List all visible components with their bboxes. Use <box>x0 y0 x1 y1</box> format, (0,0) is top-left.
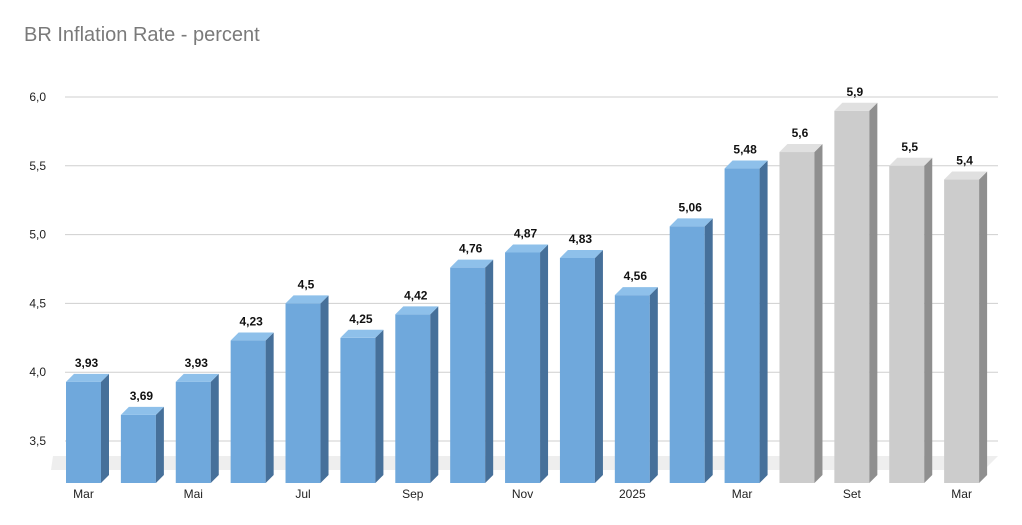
bar-side <box>924 157 933 484</box>
bar-top <box>944 171 988 180</box>
bar-side <box>485 259 494 483</box>
x-tick-label: Mar <box>732 487 753 501</box>
y-tick-label: 3,5 <box>29 434 46 448</box>
data-label: 4,83 <box>569 232 593 246</box>
bar-top <box>559 249 603 258</box>
bar-top <box>505 244 549 253</box>
bar <box>559 257 595 483</box>
data-label: 5,5 <box>901 140 918 154</box>
bar-top <box>395 306 439 315</box>
x-tick-label: Set <box>843 487 862 501</box>
x-tick-label: Mai <box>184 487 203 501</box>
bar-side <box>759 160 768 483</box>
x-tick-label: Mar <box>73 487 94 501</box>
chart-title: BR Inflation Rate - percent <box>24 24 260 46</box>
y-tick-label: 4,0 <box>29 365 46 379</box>
bar-side <box>979 171 988 483</box>
bar <box>779 152 815 484</box>
bar-top <box>66 373 109 382</box>
bar-top <box>450 259 494 268</box>
bar-side <box>265 332 274 483</box>
y-tick-label: 6,0 <box>29 90 46 104</box>
data-label: 4,76 <box>459 242 483 256</box>
x-tick-label: Jul <box>295 487 310 501</box>
bar-side <box>869 102 878 483</box>
data-label: 4,25 <box>349 312 373 326</box>
bar-top <box>175 373 219 382</box>
bar-top <box>614 287 658 296</box>
bar <box>944 179 980 483</box>
data-label: 3,93 <box>185 356 209 370</box>
bar-top <box>669 218 713 227</box>
bar-top <box>779 144 823 153</box>
bar <box>395 314 431 483</box>
bar <box>669 226 705 483</box>
x-tick-label: 2025 <box>619 487 646 501</box>
bar-side <box>155 406 164 483</box>
data-label: 4,23 <box>239 315 263 329</box>
bar <box>889 165 925 484</box>
bar <box>285 303 321 483</box>
bar-top <box>230 332 274 341</box>
bar-side <box>704 218 713 483</box>
x-tick-label: Mar <box>951 487 972 501</box>
data-label: 5,4 <box>956 154 973 168</box>
data-label: 4,87 <box>514 226 538 240</box>
bar <box>505 252 541 483</box>
bar <box>450 267 486 483</box>
data-label: 4,5 <box>298 277 315 291</box>
bar-top <box>724 160 768 169</box>
bar-side <box>375 329 384 483</box>
x-tick-label: Nov <box>512 487 533 501</box>
data-label: 5,9 <box>847 85 864 99</box>
bar-side <box>814 144 823 484</box>
bar-top <box>340 329 384 338</box>
bar-top <box>834 102 878 111</box>
data-label: 5,06 <box>679 200 703 214</box>
bar <box>724 168 760 483</box>
bar-side <box>430 306 439 483</box>
bar-side <box>320 295 329 483</box>
bar <box>120 414 156 483</box>
bar <box>230 340 266 483</box>
bar-top <box>889 157 933 166</box>
bar <box>340 337 376 483</box>
bar <box>834 110 870 483</box>
data-label: 4,42 <box>404 288 428 302</box>
data-label: 4,56 <box>624 269 648 283</box>
bar-side <box>649 287 658 483</box>
bar-side <box>540 244 549 483</box>
y-tick-label: 4,5 <box>29 296 46 310</box>
data-label: 3,93 <box>75 356 99 370</box>
bar-side <box>594 249 603 483</box>
bar-top <box>285 295 329 304</box>
bar-side <box>101 373 109 483</box>
bar-side <box>210 373 219 483</box>
x-tick-label: Sep <box>402 487 424 501</box>
y-tick-label: 5,5 <box>29 159 46 173</box>
bar-top <box>120 406 164 415</box>
data-label: 5,48 <box>733 143 757 157</box>
data-label: 5,6 <box>792 126 809 140</box>
bar <box>66 381 101 483</box>
bar <box>175 381 211 483</box>
data-label: 3,69 <box>130 389 154 403</box>
y-tick-label: 5,0 <box>29 228 46 242</box>
bar <box>614 295 650 483</box>
